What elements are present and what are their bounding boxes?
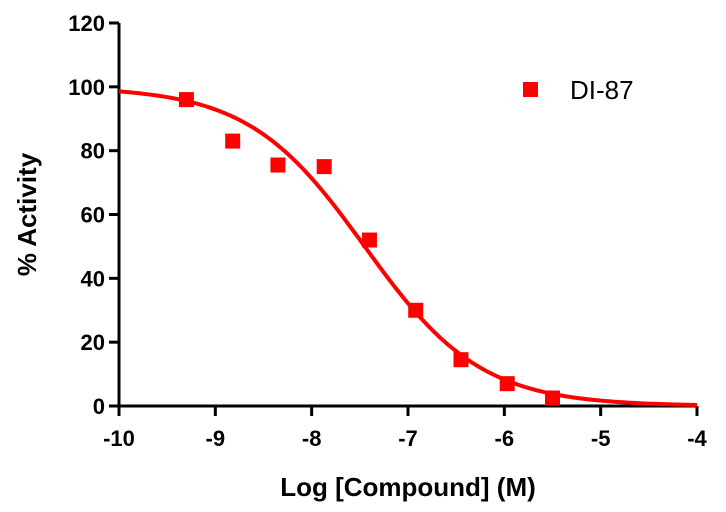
fit-curve — [118, 89, 698, 407]
y-tick-label: 120 — [68, 11, 105, 36]
x-axis-ticks: -10 -9 -8 -7 -6 -5 -4 — [103, 406, 708, 451]
x-axis-title: Log [Compound] (M) — [280, 472, 536, 502]
data-point — [316, 159, 332, 175]
data-point — [178, 92, 194, 108]
data-point — [270, 157, 286, 173]
x-tick-label: -4 — [687, 426, 707, 451]
y-tick-label: 80 — [81, 139, 105, 164]
legend-marker — [523, 82, 538, 97]
y-tick-label: 20 — [81, 330, 105, 355]
y-tick-label: 60 — [81, 203, 105, 228]
data-point — [453, 352, 469, 368]
x-tick-label: -7 — [398, 426, 418, 451]
legend-label: DI-87 — [570, 75, 634, 105]
y-axis-title: % Activity — [12, 152, 42, 276]
x-tick-label: -8 — [302, 426, 322, 451]
data-point — [545, 390, 560, 406]
x-tick-label: -6 — [495, 426, 515, 451]
y-tick-label: 0 — [93, 394, 105, 419]
data-points — [178, 92, 560, 406]
y-tick-label: 100 — [68, 75, 105, 100]
legend: DI-87 — [523, 75, 634, 105]
x-tick-label: -5 — [591, 426, 611, 451]
y-tick-label: 40 — [81, 266, 105, 291]
data-point — [408, 302, 424, 318]
y-axis-ticks: 0 20 40 60 80 100 120 — [68, 11, 119, 419]
data-point — [361, 232, 377, 248]
data-point — [225, 133, 241, 149]
x-tick-label: -9 — [206, 426, 226, 451]
data-point — [499, 376, 515, 392]
x-tick-label: -10 — [103, 426, 135, 451]
